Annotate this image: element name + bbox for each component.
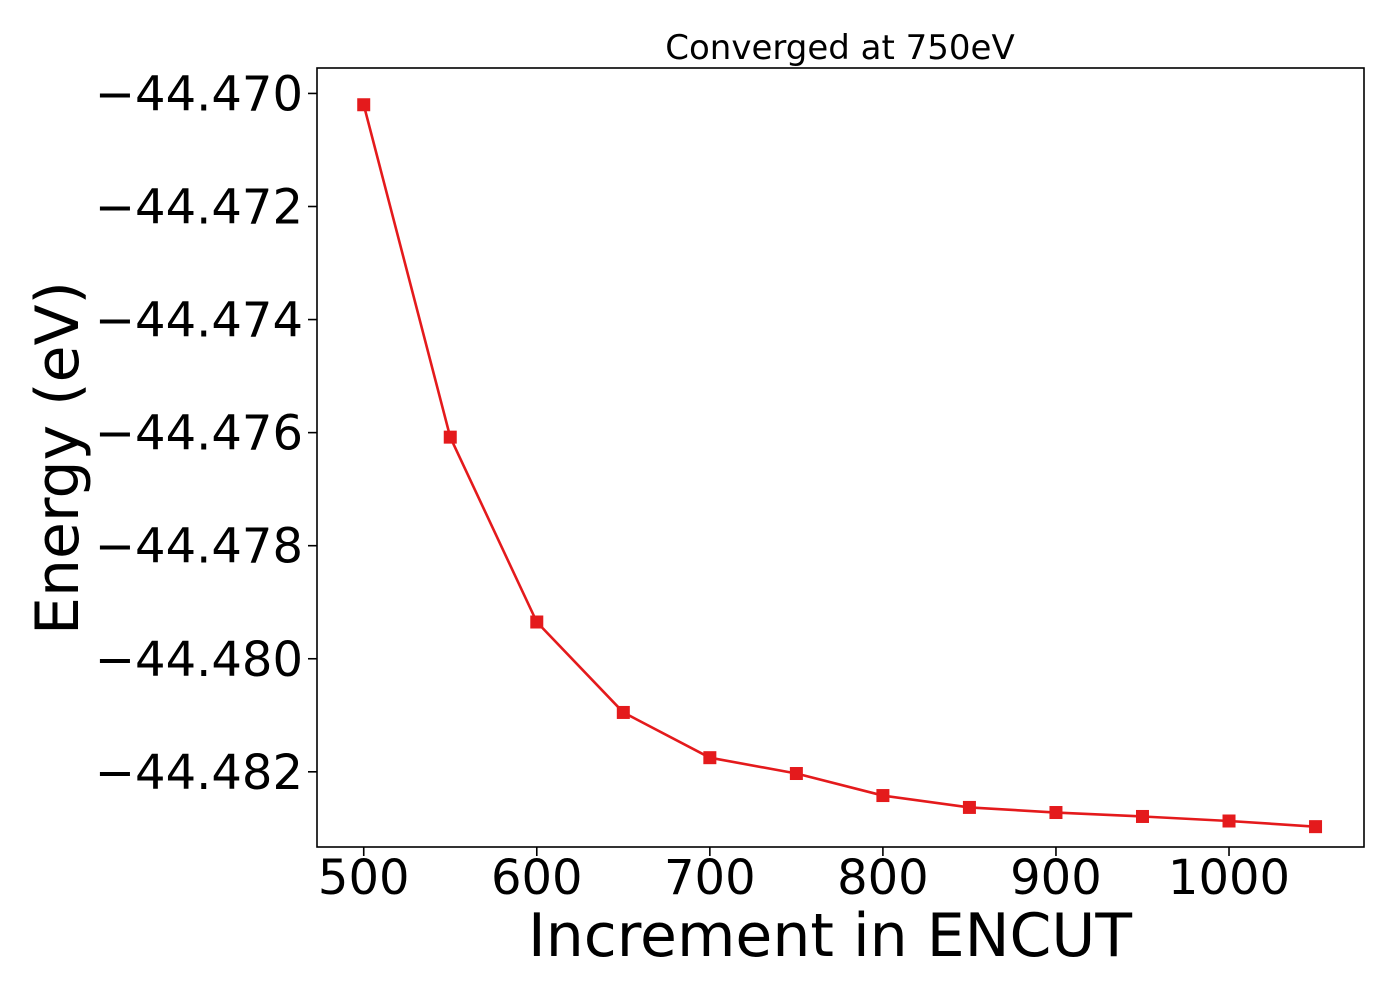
data-point (962, 800, 976, 814)
x-axis: 500 600 700 800 900 1000 (318, 847, 1290, 906)
series-layer (357, 98, 1323, 834)
x-tick-label: 500 (318, 850, 410, 906)
x-tick-label: 900 (1010, 850, 1102, 906)
y-tick-label: −44.480 (95, 632, 303, 688)
x-axis-label: Increment in ENCUT (528, 901, 1132, 971)
data-point (789, 767, 803, 781)
y-tick-label: −44.476 (95, 406, 303, 462)
data-point (1049, 806, 1063, 820)
chart-title: Converged at 750eV (665, 28, 1014, 68)
x-tick-label: 1000 (1168, 850, 1290, 906)
data-point (876, 789, 890, 803)
y-tick-label: −44.474 (95, 293, 303, 349)
x-tick-label: 800 (837, 850, 929, 906)
data-point (530, 615, 544, 629)
data-point (1309, 820, 1323, 834)
y-tick-label: −44.478 (95, 519, 303, 575)
x-tick-label: 700 (664, 850, 756, 906)
data-point (703, 751, 717, 765)
data-point (443, 430, 457, 444)
series-line (362, 104, 1316, 828)
y-axis-label: Energy (eV) (23, 281, 93, 635)
y-tick-label: −44.470 (95, 66, 303, 122)
y-tick-label: −44.482 (95, 745, 303, 801)
x-tick-label: 600 (491, 850, 583, 906)
data-point (357, 98, 371, 112)
plot-area-frame (316, 67, 1365, 848)
y-axis: −44.470 −44.472 −44.474 −44.476 −44.478 −44.4… (95, 66, 317, 801)
y-tick-label: −44.472 (95, 180, 303, 236)
data-point (616, 705, 630, 719)
data-point (1222, 814, 1236, 828)
data-point (1135, 809, 1149, 823)
